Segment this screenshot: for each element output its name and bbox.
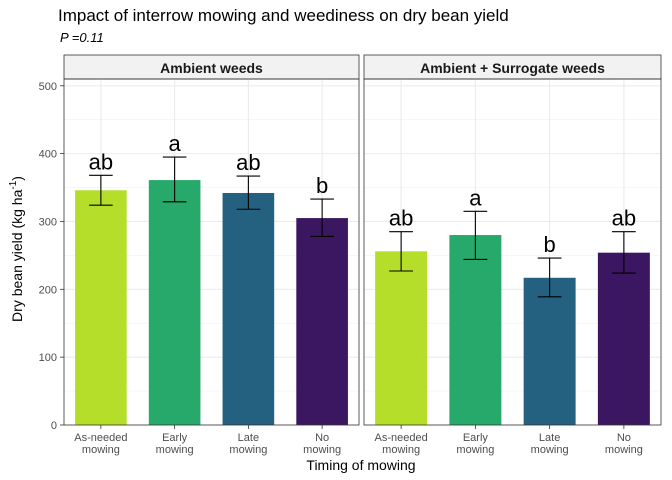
x-tick-label: As-needed mowing <box>375 432 428 456</box>
bar-2-1 <box>375 251 428 425</box>
panel-strip-1 <box>63 54 360 80</box>
x-tick-label-line: No <box>315 432 329 444</box>
bar-1-2 <box>148 180 201 425</box>
y-tick-label: 300 <box>39 216 57 228</box>
bar-1-1 <box>75 190 127 425</box>
y-tick-label: 500 <box>39 81 57 93</box>
x-tick-label: No mowing <box>605 432 643 456</box>
y-axis-title-suffix: ) <box>9 176 25 181</box>
bar-2-4 <box>597 252 650 425</box>
x-tick-label-line: mowing <box>303 444 341 456</box>
bar-2-2 <box>449 235 502 425</box>
x-tick-label-line: As-needed <box>375 432 428 444</box>
bar-1-3 <box>222 192 275 425</box>
x-tick-label: As-needed mowing <box>74 432 127 456</box>
x-tick-label-line: Late <box>238 432 259 444</box>
x-tick-label-line: As-needed <box>74 432 127 444</box>
x-tick-label-line: mowing <box>229 444 267 456</box>
x-tick-label-line: No <box>617 432 631 444</box>
chart-title: Impact of interrow mowing and weediness … <box>58 6 509 25</box>
chart-subtitle: P =0.11 <box>60 30 104 45</box>
x-tick-label-line: mowing <box>156 444 194 456</box>
significance-label: a <box>169 131 182 156</box>
y-axis-title-superscript: -1 <box>8 180 19 189</box>
x-tick-label-line: mowing <box>82 444 120 456</box>
x-tick-label-line: Early <box>463 432 489 444</box>
significance-label: b <box>316 173 328 198</box>
panel-strip-label-1: Ambient weeds <box>160 60 263 76</box>
x-tick-label-line: mowing <box>382 444 420 456</box>
y-tick-label: 200 <box>39 284 57 296</box>
significance-label: ab <box>612 206 636 231</box>
x-tick-label-line: mowing <box>531 444 569 456</box>
x-tick-label-line: Early <box>162 432 188 444</box>
significance-label: a <box>469 185 482 210</box>
significance-label: ab <box>236 150 260 175</box>
significance-label: ab <box>89 149 113 174</box>
x-tick-label: Early mowing <box>456 432 494 456</box>
y-tick-label: 400 <box>39 149 57 161</box>
x-tick-label: No mowing <box>303 432 341 456</box>
x-tick-label: Late mowing <box>531 432 569 456</box>
bar-2-3 <box>523 277 576 425</box>
x-tick-label-line: Late <box>539 432 560 444</box>
x-tick-label: Late mowing <box>229 432 267 456</box>
x-axis-title: Timing of mowing <box>306 457 415 473</box>
y-axis-title: Dry bean yield (kg ha-1) <box>8 176 25 322</box>
panel-strip-label-2: Ambient + Surrogate weeds <box>420 60 605 76</box>
y-axis-title-main: Dry bean yield (kg ha <box>9 189 25 322</box>
significance-label: b <box>544 232 556 257</box>
significance-label: ab <box>389 206 413 231</box>
panel-border-1 <box>63 78 360 426</box>
y-tick-label: 0 <box>51 420 57 432</box>
y-tick-label: 100 <box>39 352 57 364</box>
x-tick-label-line: mowing <box>456 444 494 456</box>
x-tick-label: Early mowing <box>156 432 194 456</box>
x-tick-label-line: mowing <box>605 444 643 456</box>
bar-1-4 <box>296 218 348 425</box>
panel-border-2 <box>363 78 662 426</box>
